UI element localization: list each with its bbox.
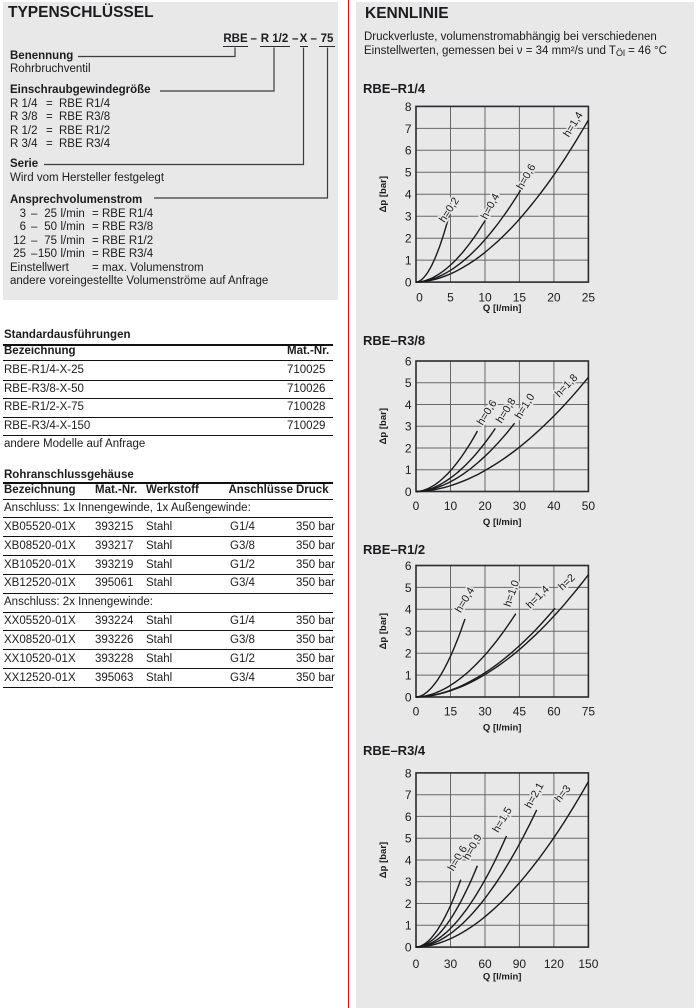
svg-text:4: 4 (405, 853, 412, 867)
svg-text:0: 0 (413, 957, 420, 971)
svg-text:RBE–R1/2: RBE–R1/2 (363, 542, 425, 557)
svg-text:3: 3 (405, 625, 412, 639)
svg-text:Q [l/min]: Q [l/min] (483, 723, 522, 734)
svg-text:0: 0 (405, 485, 412, 499)
svg-text:7: 7 (405, 122, 412, 136)
svg-text:5: 5 (447, 291, 454, 305)
svg-text:h=1,5: h=1,5 (490, 805, 514, 835)
svg-text:30: 30 (478, 705, 492, 719)
svg-text:Q [l/min]: Q [l/min] (483, 303, 522, 314)
svg-text:Δp [bar]: Δp [bar] (378, 408, 389, 444)
svg-text:h=1,8: h=1,8 (553, 372, 581, 400)
svg-text:Δp [bar]: Δp [bar] (378, 176, 389, 212)
svg-text:6: 6 (405, 354, 412, 368)
svg-text:60: 60 (547, 705, 561, 719)
svg-text:5: 5 (405, 581, 412, 595)
svg-text:6: 6 (405, 810, 412, 824)
svg-text:5: 5 (405, 166, 412, 180)
svg-text:120: 120 (544, 957, 564, 971)
svg-text:4: 4 (405, 603, 412, 617)
svg-text:20: 20 (478, 499, 492, 513)
svg-text:h=1,0: h=1,0 (513, 392, 538, 422)
svg-text:RBE–R1/4: RBE–R1/4 (363, 81, 426, 96)
svg-text:0: 0 (405, 690, 412, 704)
svg-text:20: 20 (547, 291, 561, 305)
svg-text:30: 30 (444, 957, 458, 971)
svg-text:10: 10 (478, 291, 492, 305)
svg-text:Q [l/min]: Q [l/min] (483, 517, 522, 528)
svg-text:150: 150 (578, 957, 598, 971)
svg-text:4: 4 (405, 398, 412, 412)
svg-text:10: 10 (444, 499, 458, 513)
svg-text:2: 2 (405, 441, 412, 455)
svg-text:Q [l/min]: Q [l/min] (483, 972, 522, 983)
svg-text:h=1,4: h=1,4 (561, 110, 586, 140)
svg-text:25: 25 (582, 291, 596, 305)
svg-text:5: 5 (405, 376, 412, 390)
svg-text:0: 0 (413, 499, 420, 513)
svg-text:h=0,6: h=0,6 (475, 398, 500, 428)
svg-text:h=0,4: h=0,4 (453, 585, 477, 615)
svg-text:3: 3 (405, 420, 412, 434)
svg-text:8: 8 (405, 766, 412, 780)
svg-text:60: 60 (478, 957, 492, 971)
svg-text:0: 0 (413, 705, 420, 719)
svg-text:75: 75 (582, 705, 596, 719)
svg-text:0: 0 (405, 941, 412, 955)
svg-text:5: 5 (405, 832, 412, 846)
svg-text:1: 1 (405, 669, 412, 683)
svg-text:4: 4 (405, 188, 412, 202)
svg-text:15: 15 (444, 705, 458, 719)
svg-text:3: 3 (405, 210, 412, 224)
svg-text:2: 2 (405, 647, 412, 661)
svg-text:1: 1 (405, 919, 412, 933)
svg-text:RBE–R3/8: RBE–R3/8 (363, 333, 425, 348)
svg-text:h=0,2: h=0,2 (437, 195, 462, 224)
svg-text:2: 2 (405, 897, 412, 911)
svg-text:RBE–R3/4: RBE–R3/4 (363, 743, 426, 758)
svg-text:1: 1 (405, 463, 412, 477)
svg-text:45: 45 (513, 705, 527, 719)
svg-text:6: 6 (405, 144, 412, 158)
svg-text:2: 2 (405, 232, 412, 246)
svg-text:7: 7 (405, 788, 412, 802)
svg-text:50: 50 (582, 499, 596, 513)
svg-text:8: 8 (405, 100, 412, 114)
svg-text:h=0,4: h=0,4 (479, 192, 502, 222)
svg-text:90: 90 (513, 957, 527, 971)
svg-text:1: 1 (405, 254, 412, 268)
svg-text:3: 3 (405, 875, 412, 889)
svg-text:h=2,1: h=2,1 (523, 781, 547, 811)
svg-text:h=3: h=3 (553, 783, 574, 805)
svg-text:0: 0 (416, 291, 423, 305)
svg-text:h=2: h=2 (556, 572, 578, 593)
svg-text:15: 15 (513, 291, 527, 305)
svg-text:30: 30 (513, 499, 527, 513)
svg-text:6: 6 (405, 559, 412, 573)
svg-text:40: 40 (547, 499, 561, 513)
svg-text:0: 0 (405, 276, 412, 290)
svg-text:h=0,6: h=0,6 (514, 162, 538, 192)
svg-text:Δp [bar]: Δp [bar] (378, 613, 389, 649)
svg-text:Δp [bar]: Δp [bar] (378, 842, 389, 878)
